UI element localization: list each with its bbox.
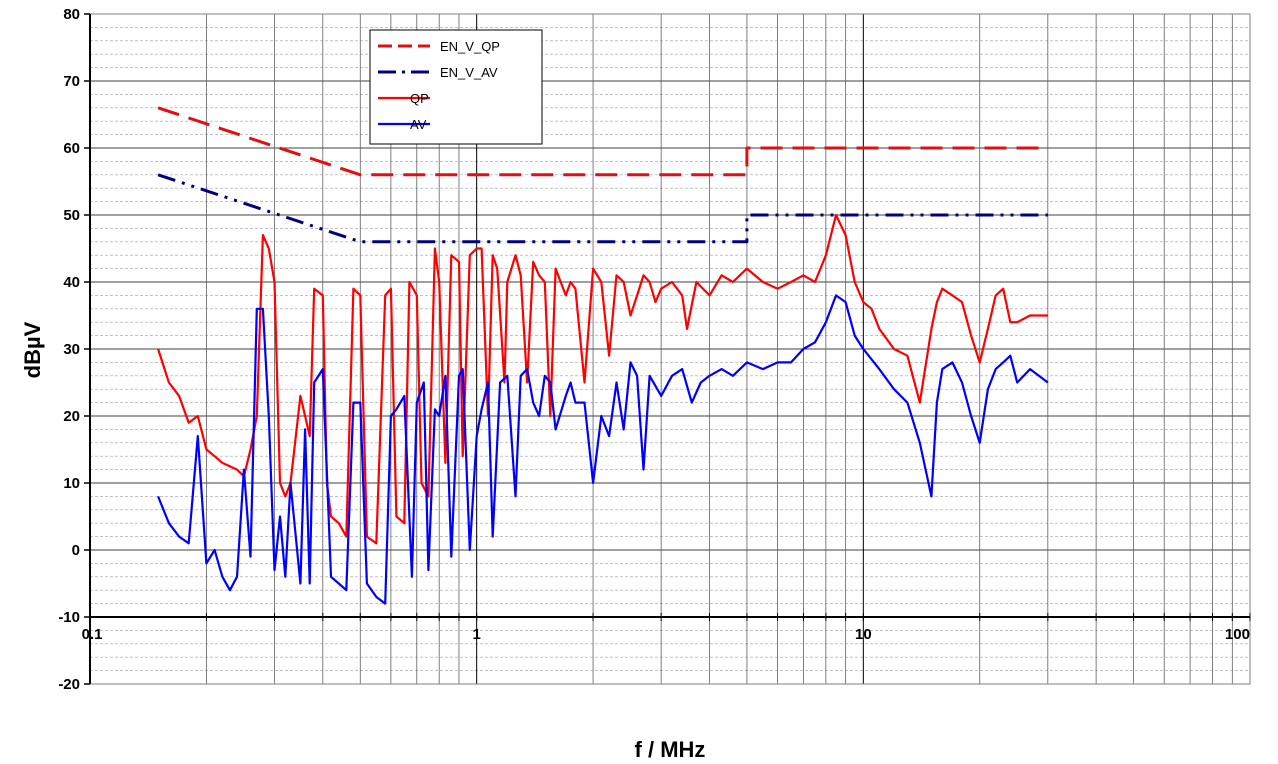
y-tick-label: 50 — [63, 207, 80, 224]
legend-label: EN_V_QP — [440, 39, 500, 54]
y-tick-label: -10 — [58, 609, 80, 626]
series-line-en-v-av — [157, 173, 1048, 244]
x-tick-label: 10 — [855, 626, 872, 643]
x-tick-label: 100 — [1225, 626, 1250, 643]
y-tick-label: 10 — [63, 475, 80, 492]
y-tick-label: -20 — [58, 676, 80, 693]
y-axis-title: dBµV — [20, 321, 45, 378]
legend-label: QP — [410, 91, 429, 106]
legend-label: AV — [410, 117, 427, 132]
series-line-en-v-qp — [157, 106, 1048, 177]
x-tick-label: 0.1 — [82, 626, 103, 643]
legend: EN_V_QP EN_V_AV QP AV — [369, 29, 543, 145]
series-group — [157, 106, 1049, 605]
series-line-qp — [157, 213, 1048, 545]
y-tick-label: 70 — [63, 73, 80, 90]
x-axis-title: f / MHz — [635, 737, 706, 762]
y-tick-label: 30 — [63, 341, 80, 358]
series-line-av — [157, 294, 1049, 605]
y-tick-label: 60 — [63, 140, 80, 157]
x-tick-label: 1 — [472, 626, 480, 643]
y-tick-label: 0 — [72, 542, 80, 559]
y-tick-label: 20 — [63, 408, 80, 425]
axes — [84, 13, 1251, 685]
y-tick-label: 80 — [63, 6, 80, 23]
legend-label: EN_V_AV — [440, 65, 498, 80]
tick-labels: -20 -10 0 10 20 30 40 50 60 70 80 0.1 1 10 100 — [58, 6, 1250, 693]
y-tick-label: 40 — [63, 274, 80, 291]
